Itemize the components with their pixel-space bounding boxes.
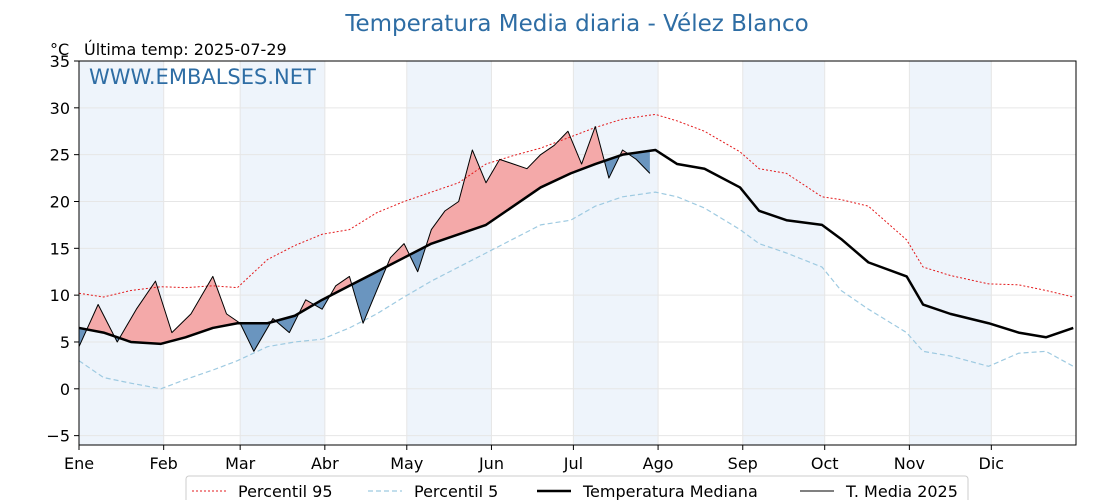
legend-label-percentil-95: Percentil 95 <box>238 482 333 500</box>
chart-title: Temperatura Media diaria - Vélez Blanco <box>344 11 808 37</box>
x-tick-label-6: Jul <box>563 454 583 473</box>
below-median-fill-14 <box>604 156 619 179</box>
above-median-fill-1 <box>87 304 114 336</box>
y-tick-label-1: 0 <box>60 380 70 399</box>
series-percentil-5 <box>78 191 1074 390</box>
below-median-fill-4 <box>241 322 271 352</box>
series-percentil-95 <box>78 113 1074 298</box>
y-tick-label-8: 35 <box>50 52 70 71</box>
y-axis: −5 0 5 10 15 20 25 30 35 <box>46 52 79 446</box>
x-tick-label-5: Jun <box>478 454 504 473</box>
month-band-1 <box>240 61 325 445</box>
legend-label-temperatura-mediana: Temperatura Mediana <box>582 482 758 500</box>
legend-label-percentil-5: Percentil 5 <box>414 482 498 500</box>
above-median-fill-11 <box>387 243 410 267</box>
legend-box <box>185 475 969 500</box>
last-temp-label: Última temp: 2025-07-29 <box>84 40 287 59</box>
x-tick-label-0: Ene <box>64 454 94 473</box>
x-tick-label-2: Mar <box>225 454 256 473</box>
unit-label: °C <box>50 40 69 59</box>
below-median-fill-6 <box>277 313 299 333</box>
y-tick-label-6: 25 <box>50 146 70 165</box>
x-tick-label-9: Oct <box>811 454 839 473</box>
above-median-fill-13 <box>425 126 604 247</box>
x-tick-label-11: Dic <box>979 454 1005 473</box>
above-median-fill-9 <box>330 276 351 296</box>
x-axis: Ene Feb Mar Abr May Jun Jul Ago Sep Oct Nov Dic <box>64 445 1004 473</box>
x-tick-label-3: Abr <box>311 454 339 473</box>
month-bands <box>79 61 992 445</box>
month-band-3 <box>573 61 659 445</box>
month-band-0 <box>79 61 164 445</box>
above-median-fill-3 <box>119 276 241 344</box>
y-tick-label-3: 10 <box>50 286 70 305</box>
y-tick-label-5: 20 <box>50 192 70 211</box>
y-tick-label-0: −5 <box>46 427 70 446</box>
month-band-4 <box>742 61 825 445</box>
x-tick-label-1: Feb <box>150 454 178 473</box>
watermark: WWW.EMBALSES.NET <box>89 65 316 89</box>
plot-frame <box>78 60 1077 446</box>
legend: Percentil 95 Percentil 5 Temperatura Media… <box>185 475 969 500</box>
y-tick-label-7: 30 <box>50 99 70 118</box>
y-tick-label-2: 5 <box>60 333 70 352</box>
x-tick-label-8: Sep <box>728 454 758 473</box>
x-tick-label-4: May <box>390 454 423 473</box>
y-tick-label-4: 15 <box>50 239 70 258</box>
series-t-media-2025 <box>78 126 651 352</box>
anomaly-fills <box>79 126 650 352</box>
below-median-fill-8 <box>315 296 329 310</box>
x-tick-label-7: Ago <box>643 454 674 473</box>
series-lines <box>78 113 1074 390</box>
legend-label-t-media-2025: T. Media 2025 <box>845 482 958 500</box>
month-band-5 <box>909 61 992 445</box>
series-temperatura-mediana <box>78 148 1074 346</box>
x-tick-label-10: Nov <box>894 454 925 473</box>
